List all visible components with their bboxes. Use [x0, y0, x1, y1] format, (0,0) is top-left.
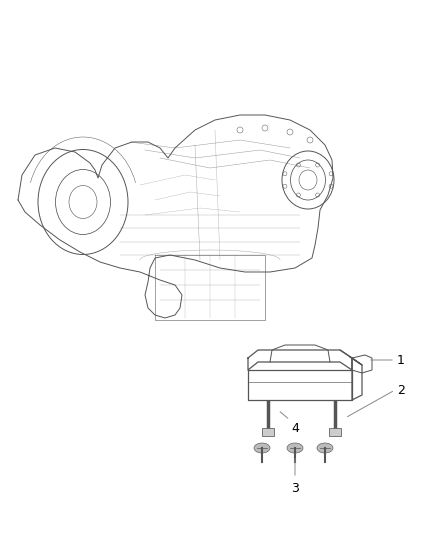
Text: 1: 1: [397, 353, 405, 367]
Ellipse shape: [317, 443, 333, 453]
FancyBboxPatch shape: [262, 428, 274, 436]
FancyBboxPatch shape: [329, 428, 341, 436]
Ellipse shape: [287, 443, 303, 453]
Text: 3: 3: [291, 482, 299, 495]
Text: 4: 4: [291, 422, 299, 435]
Text: 2: 2: [397, 384, 405, 397]
Ellipse shape: [254, 443, 270, 453]
